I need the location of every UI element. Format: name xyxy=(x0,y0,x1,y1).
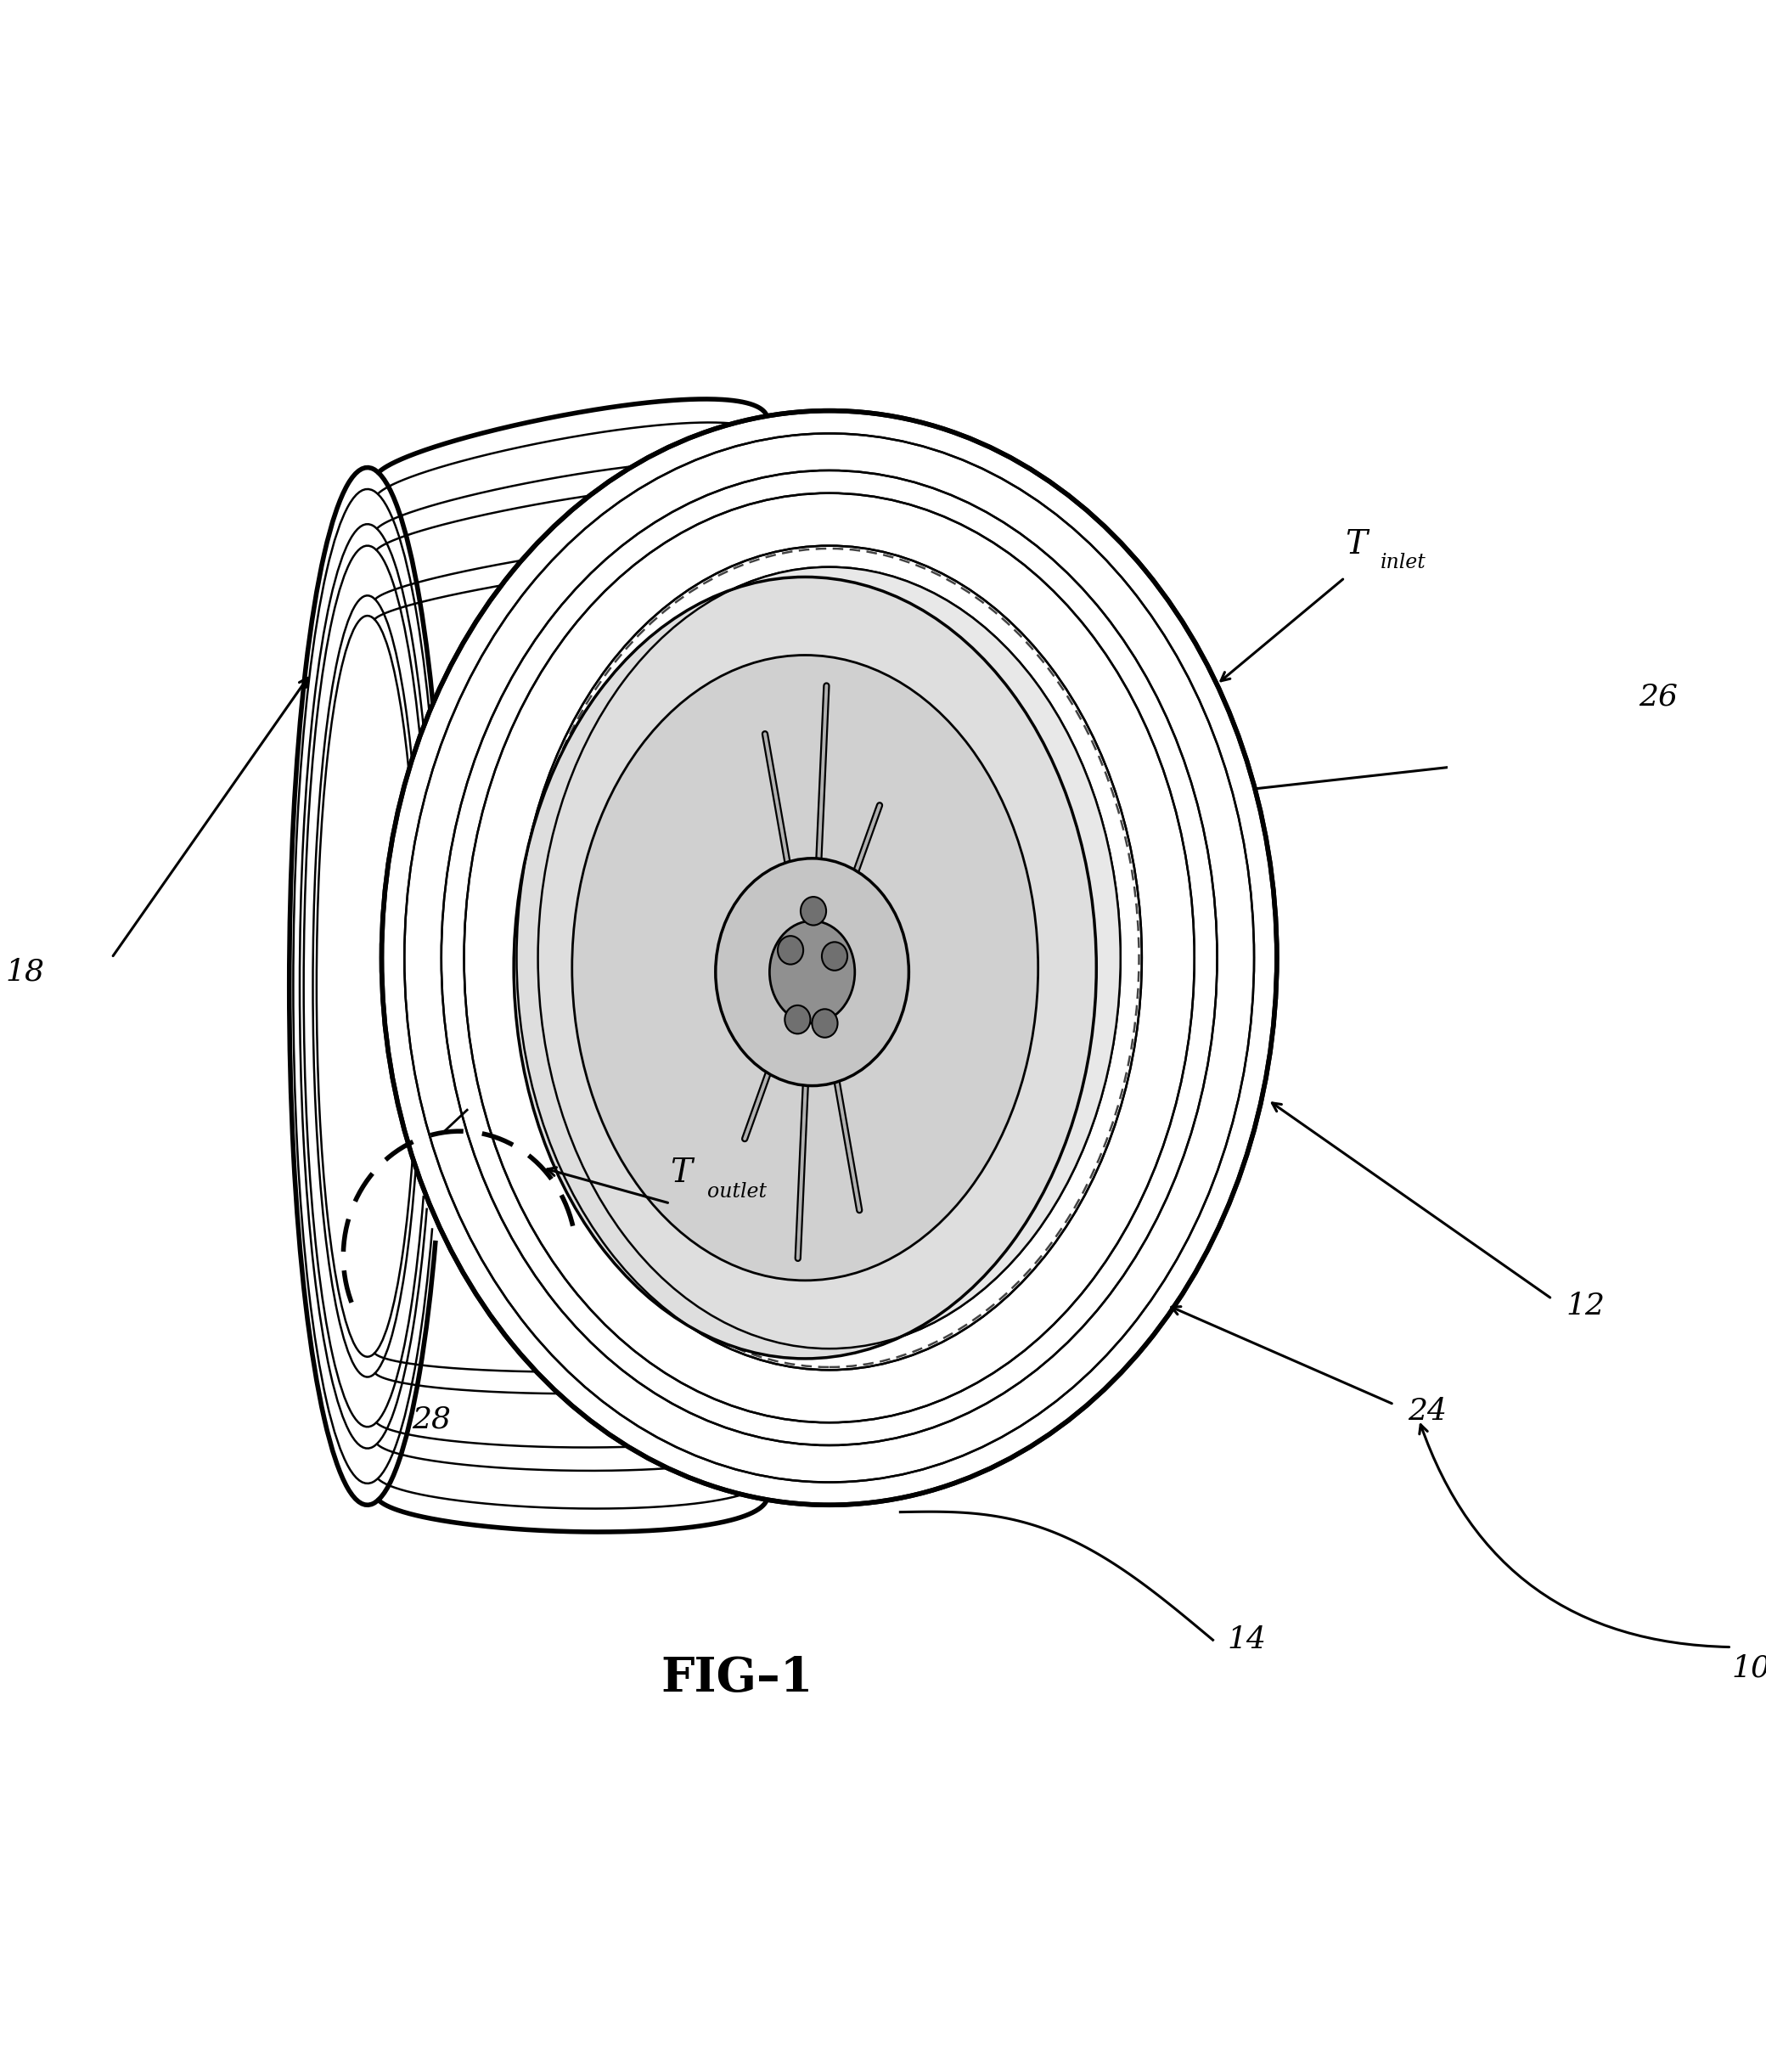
Ellipse shape xyxy=(715,858,909,1086)
Text: 12: 12 xyxy=(1566,1291,1605,1320)
Text: inlet: inlet xyxy=(1381,553,1425,572)
Ellipse shape xyxy=(784,1005,811,1034)
Text: outlet: outlet xyxy=(706,1183,766,1202)
Ellipse shape xyxy=(812,1009,837,1038)
Ellipse shape xyxy=(821,943,848,970)
Ellipse shape xyxy=(777,937,804,963)
Ellipse shape xyxy=(381,410,1277,1504)
Ellipse shape xyxy=(514,576,1097,1359)
Ellipse shape xyxy=(770,920,855,1024)
Text: 24: 24 xyxy=(1408,1397,1448,1426)
Text: 14: 14 xyxy=(1227,1627,1266,1653)
Ellipse shape xyxy=(800,897,826,926)
Ellipse shape xyxy=(539,568,1120,1349)
Ellipse shape xyxy=(572,655,1038,1280)
Text: T: T xyxy=(669,1158,692,1189)
Text: FIG–1: FIG–1 xyxy=(660,1656,812,1701)
Text: T: T xyxy=(1344,528,1367,562)
Text: 10: 10 xyxy=(1731,1653,1766,1682)
Text: 26: 26 xyxy=(1639,682,1678,711)
Text: 28: 28 xyxy=(411,1405,450,1434)
Text: 18: 18 xyxy=(5,957,44,986)
